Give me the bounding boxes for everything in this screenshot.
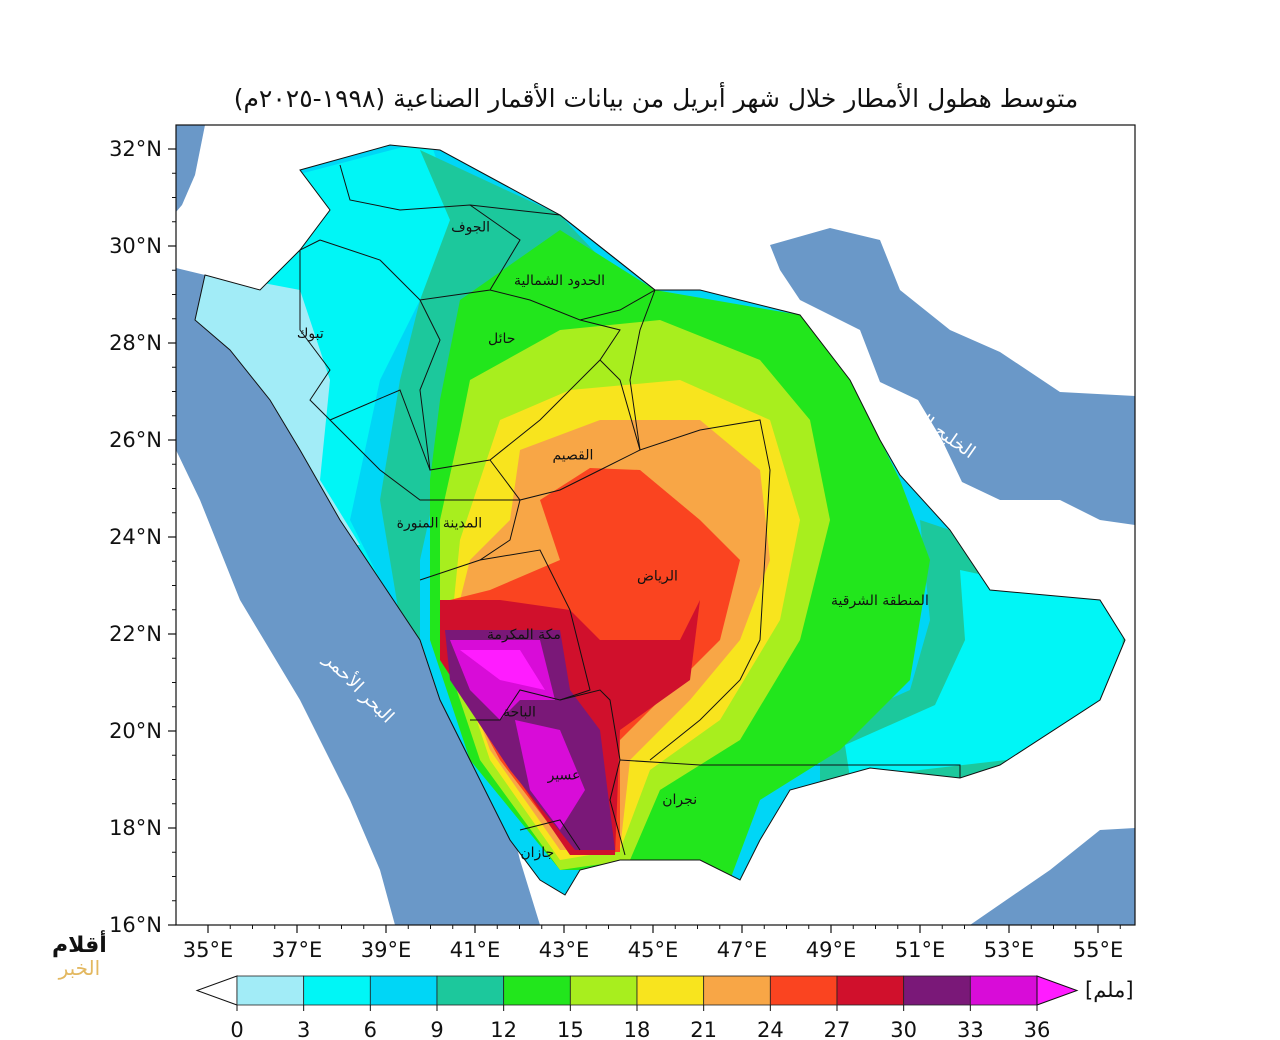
lon-tick-label: 53°E (984, 938, 1035, 962)
colorbar-segment (303, 975, 371, 1006)
border-najran (619, 759, 961, 778)
region-label: نجران (662, 792, 697, 808)
border-jazan (519, 819, 581, 851)
lat-tick-label: 26°N (109, 428, 162, 452)
border-riyadh-east (629, 289, 771, 761)
colorbar: 0 3 6 9 12 15 18 21 24 27 30 33 36[ملم] (195, 975, 1134, 1040)
logo-line2: الخبر (58, 956, 101, 980)
lat-tick-label: 18°N (109, 816, 162, 840)
lat-tick-label: 16°N (109, 913, 162, 937)
region-borders (194, 144, 1126, 896)
border-jouf (319, 164, 521, 301)
lon-tick-label: 39°E (361, 938, 412, 962)
sea-areas (176, 125, 1135, 925)
lon-tick-label: 49°E (806, 938, 857, 962)
logo-line1: أقلام (52, 933, 107, 958)
contour-over-36 (460, 650, 545, 690)
colorbar-tick-label: 30 (890, 1018, 917, 1040)
colorbar-tick-label: 27 (824, 1018, 851, 1040)
region-label: الباحة (503, 704, 536, 720)
region-label: حائل (488, 331, 515, 347)
lon-tick-label: 55°E (1073, 938, 1124, 962)
region-label: الجوف (451, 219, 490, 235)
border-northern (469, 204, 656, 321)
colorbar-segment (903, 975, 971, 1006)
colorbar-segment (836, 975, 905, 1006)
country-border (194, 144, 1126, 896)
colorbar-segment (769, 975, 838, 1006)
colorbar-tick-label: 21 (690, 1018, 717, 1040)
lat-tick-label: 20°N (109, 719, 162, 743)
colorbar-tick-label: 18 (624, 1018, 651, 1040)
colorbar-tick-label: 0 (230, 1018, 243, 1040)
lon-tick-label: 35°E (183, 938, 234, 962)
logo: أقلام الخبر (52, 933, 107, 980)
region-label: عسير (547, 768, 581, 784)
colorbar-tick-label: 36 (1024, 1018, 1051, 1040)
lon-tick-label: 43°E (539, 938, 590, 962)
map-title: متوسط هطول الأمطار خلال شهر أبريل من بيا… (233, 84, 1079, 113)
border-makkah (470, 549, 591, 721)
border-tabuk (299, 239, 431, 471)
colorbar-segment (703, 975, 771, 1006)
colorbar-segment (969, 975, 1038, 1006)
colorbar-segment (436, 975, 505, 1006)
region-label: مكة المكرمة (487, 627, 561, 643)
lat-tick-label: 28°N (109, 331, 162, 355)
arabian-gulf (770, 228, 1135, 525)
border-asir (559, 689, 626, 856)
colorbar-segment (503, 975, 571, 1006)
colorbar-segment (236, 975, 305, 1006)
gulf-of-suez (176, 125, 205, 212)
colorbar-segment (569, 975, 638, 1006)
colorbar-tick-label: 9 (430, 1018, 443, 1040)
region-label: القصيم (552, 447, 593, 463)
region-label: جازان (520, 845, 554, 861)
lon-tick-label: 45°E (628, 938, 679, 962)
colorbar-under-arrow (195, 975, 238, 1006)
colorbar-tick-label: 6 (364, 1018, 377, 1040)
colorbar-tick-label: 15 (557, 1018, 584, 1040)
lat-tick-label: 30°N (109, 234, 162, 258)
red-sea (176, 268, 540, 925)
colorbar-tick-label: 33 (957, 1018, 984, 1040)
region-label: الحدود الشمالية (514, 273, 605, 289)
colorbar-segment (636, 975, 705, 1006)
lat-tick-label: 22°N (109, 622, 162, 646)
lat-tick-label: 32°N (109, 137, 162, 161)
region-label: المنطقة الشرقية (831, 593, 929, 609)
colorbar-unit: [ملم] (1085, 978, 1134, 1003)
region-label: الرياض (637, 569, 678, 585)
colorbar-segment (369, 975, 438, 1006)
lon-tick-label: 41°E (450, 938, 501, 962)
contour-3-6-east (845, 570, 1125, 778)
colorbar-tick-label: 24 (757, 1018, 784, 1040)
colorbar-tick-label: 12 (490, 1018, 517, 1040)
colorbar-tick-label: 3 (297, 1018, 310, 1040)
region-label: تبوك (297, 326, 324, 342)
arabian-sea (970, 828, 1135, 925)
colorbar-over-arrow (1036, 975, 1079, 1006)
lon-tick-label: 47°E (717, 938, 768, 962)
lon-tick-label: 37°E (272, 938, 323, 962)
region-label: المدينة المنورة (397, 515, 482, 531)
map-frame (175, 124, 1136, 926)
lat-tick-label: 24°N (109, 525, 162, 549)
contour-33-36-south (515, 720, 585, 830)
lon-tick-label: 51°E (895, 938, 946, 962)
